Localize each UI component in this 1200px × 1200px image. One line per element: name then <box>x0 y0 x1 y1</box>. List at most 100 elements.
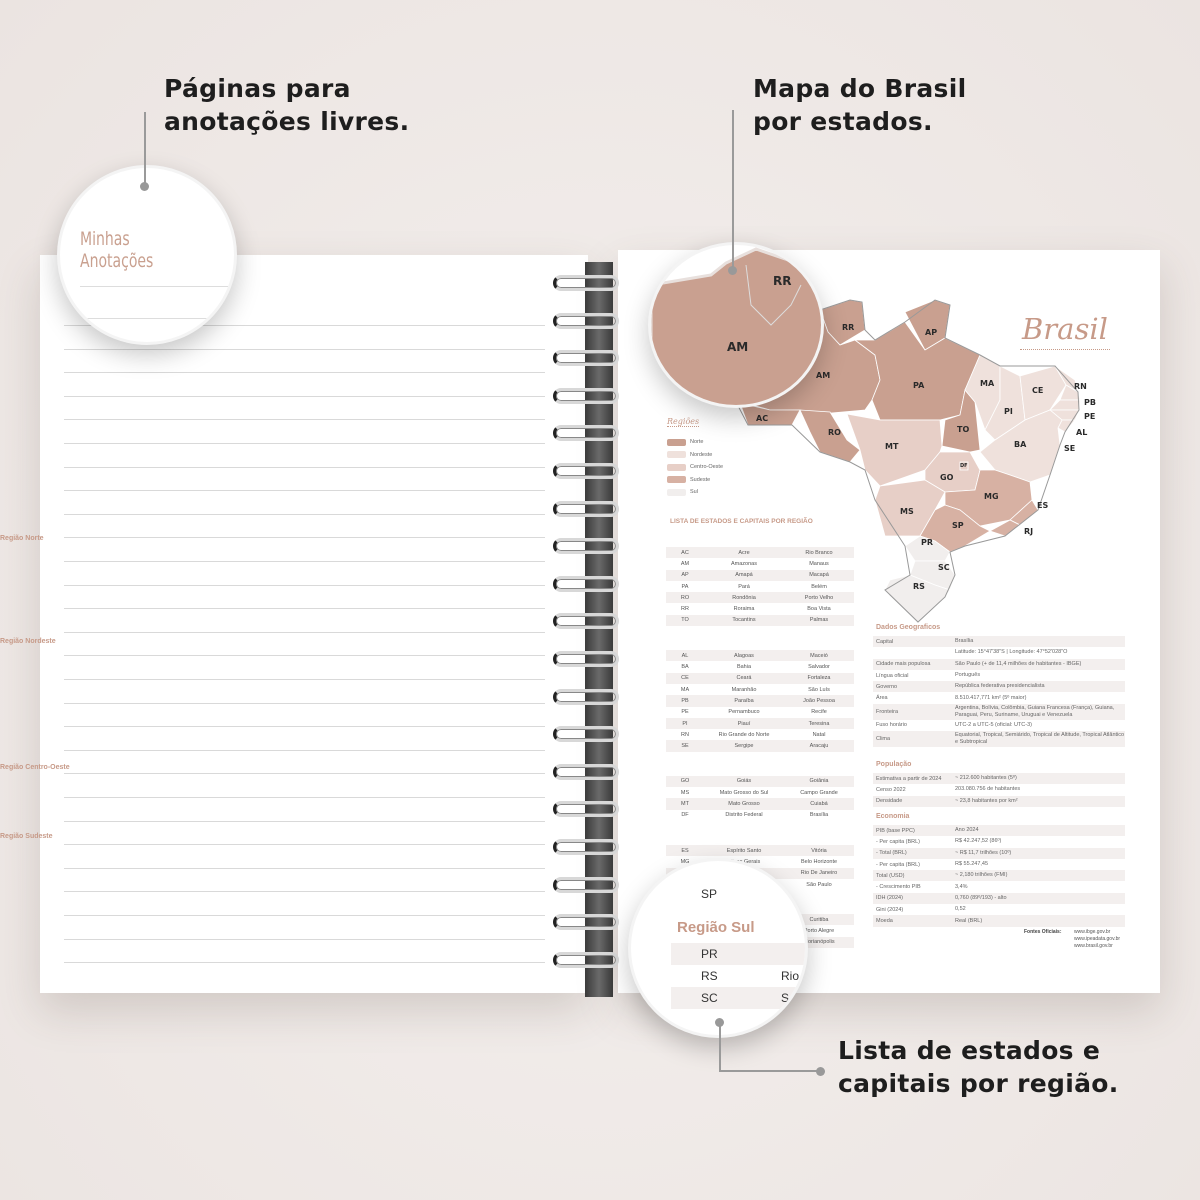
legend-label: Norte <box>690 439 704 445</box>
row-value: R$ 42.247,52 (86º) <box>955 838 1002 845</box>
spiral-ring <box>553 463 619 479</box>
region-title: Região Centro-Oeste <box>0 763 70 771</box>
row-value: Ano 2024 <box>955 827 979 834</box>
table-row: MA Maranhão São Luís <box>666 684 854 695</box>
state-code: MA <box>680 686 690 693</box>
table-row: Latitude: 15°47'38"S | Longitude: 47°52'… <box>873 647 1125 658</box>
spiral-ring <box>553 951 619 968</box>
state-code: MT <box>681 801 689 808</box>
legend-label: Sudeste <box>690 476 711 483</box>
row-value: República federativa presidencialista <box>955 683 1045 690</box>
ruled-line <box>64 372 545 374</box>
state-name: Espírito Santo <box>726 847 762 854</box>
capital: Porto Velho <box>804 594 834 601</box>
table-row: Censo 2022 203.080.756 de habitantes <box>873 784 1125 795</box>
state-label-rj: RJ <box>1024 527 1033 536</box>
row-label: Capital <box>876 638 894 645</box>
capital: Belém <box>811 583 827 590</box>
row-label: - Per capita (BRL) <box>876 838 921 845</box>
table-row: RN Rio Grande do Norte Natal <box>666 729 854 740</box>
table-row: AL Alagoas Maceió <box>666 650 854 662</box>
capital: Vitória <box>811 847 827 854</box>
table-row: Estimativa a partir de 2024 ~ 212.600 hab… <box>873 773 1125 785</box>
table-row: Moeda Real (BRL) <box>873 915 1125 927</box>
zoom-state-sp: SP <box>701 887 718 901</box>
zoom-state-code: RS <box>701 969 718 983</box>
spiral-spine <box>585 262 613 997</box>
spiral-ring <box>553 500 619 517</box>
zoomed-map: RR AM <box>651 247 821 405</box>
capital: Cuiabá <box>810 801 828 808</box>
state-code: DF <box>681 812 689 819</box>
row-value: ~ 2,180 trilhões (FMI) <box>955 872 1008 879</box>
state-label-pr: PR <box>921 538 933 547</box>
spiral-ring <box>553 613 619 630</box>
table-row: RO Rondônia Porto Velho <box>666 592 854 604</box>
state-label-ba: BA <box>1014 440 1027 449</box>
legend-swatch <box>667 488 686 496</box>
state-name: Sergipe <box>734 743 754 750</box>
zoom-capital: Rio <box>781 969 800 983</box>
row-label: Governo <box>876 683 898 690</box>
state-label-mt: MT <box>885 442 899 451</box>
state-name: Rio Grande do Norte <box>718 731 770 738</box>
row-value: ~ 212.600 habitantes (5º) <box>955 775 1017 782</box>
legend-item: Sul <box>667 488 698 496</box>
state-code: AP <box>681 572 689 579</box>
ruled-line <box>64 679 545 680</box>
legend-label: Nordeste <box>690 451 713 458</box>
state-label-rr: RR <box>842 323 854 332</box>
state-label-al: AL <box>1076 428 1087 437</box>
table-row: Capital Brasília <box>873 636 1125 648</box>
table-row: Clima Equatorial, Tropical, Semiárido, Tr… <box>873 731 1125 748</box>
capital: Maceió <box>810 652 828 659</box>
row-value: 8.510.417,771 km² (5º maior) <box>955 694 1027 701</box>
state-name: Distrito Federal <box>725 812 763 819</box>
capital: Brasília <box>809 812 829 819</box>
row-label: - Crescimento PIB <box>876 884 921 891</box>
legend-label: Centro-Oeste <box>690 464 724 471</box>
row-label: Língua oficial <box>876 672 909 679</box>
state-code: CE <box>681 675 689 682</box>
table-row: Governo República federativa presidencial… <box>873 681 1125 693</box>
capital: Salvador <box>808 664 830 671</box>
row-label: Gini (2024) <box>876 906 904 913</box>
table-row: Cidade mais populosa São Paulo (+ de 11,4… <box>873 658 1125 670</box>
row-value: Português <box>955 672 981 679</box>
data-table-pop: Estimativa a partir de 2024 ~ 212.600 hab… <box>873 773 1125 807</box>
state-ac <box>739 402 801 426</box>
legend-label: Sul <box>690 489 698 496</box>
ruled-line <box>64 938 545 940</box>
zoom-line <box>80 286 234 287</box>
table-row: - Per capita (BRL) R$ 42.247,52 (86º) <box>873 836 1125 847</box>
row-value: 0,52 <box>955 906 966 913</box>
state-name: Roraima <box>733 606 755 613</box>
callout-list: Lista de estados e capitais por região. <box>838 1036 1119 1098</box>
ruled-line <box>64 537 545 539</box>
state-code: RR <box>681 606 689 613</box>
zoom-row: SC S <box>671 987 805 1009</box>
ruled-line <box>64 749 545 751</box>
state-to <box>941 389 981 453</box>
state-name: Acre <box>738 549 750 556</box>
table-row: MS Mato Grosso do Sul Campo Grande <box>666 787 854 798</box>
ruled-line <box>64 797 545 798</box>
state-code: RN <box>681 731 689 738</box>
ruled-line <box>64 443 545 444</box>
ruled-line <box>64 490 545 492</box>
state-code: SE <box>681 743 689 750</box>
legend-item: Sudeste <box>667 476 710 484</box>
table-row: PA Pará Belém <box>666 581 854 592</box>
table-row: Língua oficial Português <box>873 670 1125 681</box>
row-label: Total (USD) <box>876 872 905 879</box>
ruled-line <box>64 348 545 350</box>
state-name: Piauí <box>737 720 751 727</box>
zoom-line <box>80 318 234 319</box>
state-label-ro: RO <box>828 428 841 437</box>
table-row: RR Roraima Boa Vista <box>666 603 854 614</box>
spiral-ring <box>553 688 619 705</box>
row-label: IDH (2024) <box>876 895 903 902</box>
table-row: GO Goiás Goiânia <box>666 775 854 788</box>
table-row: SE Sergipe Aracaju <box>666 740 854 752</box>
